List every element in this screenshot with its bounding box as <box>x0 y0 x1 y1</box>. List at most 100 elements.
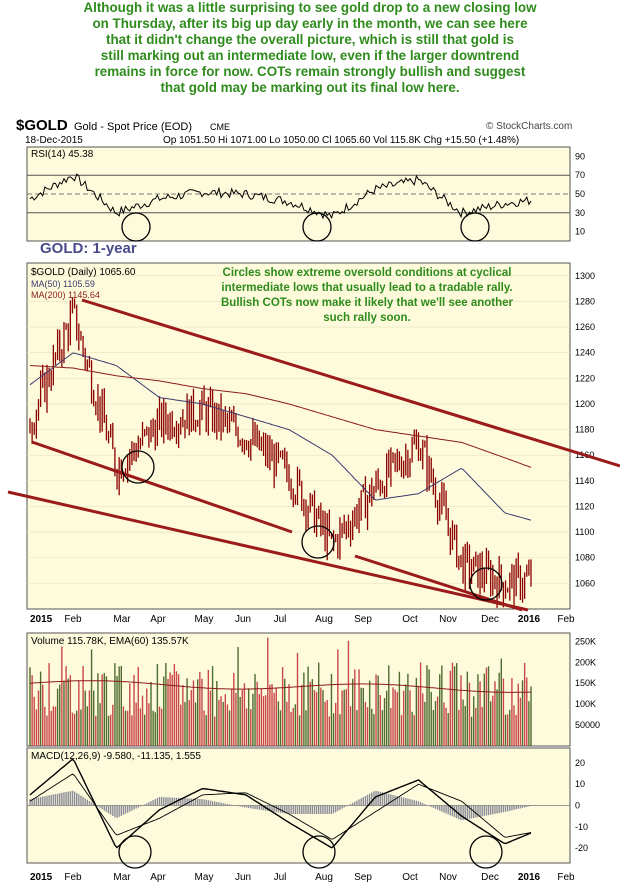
macd-x-tick: Feb <box>557 872 575 883</box>
middle-trendline <box>31 440 293 534</box>
price-x-tick: Aug <box>315 614 333 625</box>
macd-x-tick: Jul <box>274 872 287 883</box>
macd-x-tick: 2015 <box>30 872 53 883</box>
chart-date: 18-Dec-2015 <box>25 135 83 146</box>
price-x-tick: Mar <box>113 614 131 625</box>
macd-tick-label: -10 <box>575 822 588 832</box>
oversold-circles <box>118 212 503 869</box>
macd-tick-label: -20 <box>575 843 588 853</box>
price-panel <box>26 262 571 610</box>
rsi-tick-label: 90 <box>575 151 585 161</box>
price-x-tick: Nov <box>439 614 457 625</box>
note-line: Bullish COTs now make it likely that we'… <box>221 297 514 309</box>
price-x-tick: Jun <box>235 614 251 625</box>
price-x-tick: May <box>195 614 214 625</box>
price-tick-label: 1280 <box>575 296 595 306</box>
rsi-circle-jul <box>302 212 332 242</box>
price-tick-label: 1220 <box>575 373 595 383</box>
macd-x-tick: Nov <box>439 872 457 883</box>
macd-line <box>29 758 532 849</box>
commentary-line: that it didn't change the overall pictur… <box>106 32 514 47</box>
volume-tick-label: 200K <box>575 657 596 667</box>
price-x-tick: Feb <box>557 614 575 625</box>
macd-x-tick: Dec <box>481 872 499 883</box>
signal-line <box>29 773 532 840</box>
upper-trendline <box>81 298 620 468</box>
rsi-tick-label: 50 <box>575 189 585 199</box>
price-x-tick: 2016 <box>518 614 541 625</box>
ohlc-readout: Op 1051.50 Hi 1071.00 Lo 1050.00 Cl 1065… <box>163 135 519 146</box>
price-tick-label: 1180 <box>575 425 594 435</box>
price-circle-dec <box>469 567 503 601</box>
macd-x-tick: May <box>195 872 214 883</box>
ma200-legend: MA(200) 1145.64 <box>31 290 100 300</box>
rsi-legend: RSI(14) 45.38 <box>31 149 94 160</box>
price-tick-label: 1240 <box>575 348 595 358</box>
price-tick-label: 1300 <box>575 271 595 281</box>
chart-exchange: CME <box>210 122 230 132</box>
commentary-line: still marking out an intermediate low, e… <box>100 48 520 63</box>
macd-x-tick: Jun <box>235 872 251 883</box>
price-tick-label: 1200 <box>575 399 595 409</box>
rsi-line <box>29 173 532 220</box>
macd-x-tick: 2016 <box>518 872 541 883</box>
price-circle-mar <box>121 450 155 484</box>
volume-tick-label: 150K <box>575 678 596 688</box>
ma50-legend: MA(50) 1105.59 <box>31 279 95 289</box>
rsi-circle-nov <box>460 212 490 242</box>
rsi-tick-label: 70 <box>575 170 585 180</box>
macd-circle-dec <box>469 835 503 869</box>
price-x-tick: Apr <box>150 614 166 625</box>
commentary-line: that gold may be marking out its final l… <box>160 80 460 95</box>
gold-label: GOLD: 1-year <box>40 240 137 257</box>
price-x-tick: Feb <box>64 614 82 625</box>
volume-legend: Volume 115.78K, EMA(60) 135.57K <box>31 636 189 647</box>
volume-tick-label: 250K <box>575 636 596 646</box>
macd-x-tick: Apr <box>150 872 166 883</box>
note-line: Circles show extreme oversold conditions… <box>223 267 512 279</box>
price-x-tick: Sep <box>354 614 372 625</box>
note-line: intermediate lows that usually lead to a… <box>221 282 512 294</box>
macd-tick-label: 0 <box>575 801 580 811</box>
commentary-line: Although it was a little surprising to s… <box>83 0 537 15</box>
macd-circle-jul <box>302 835 336 869</box>
price-tick-label: 1100 <box>575 527 594 537</box>
chart-name: Gold - Spot Price (EOD) <box>74 121 192 133</box>
macd-x-tick: Oct <box>402 872 418 883</box>
trendlines <box>7 298 620 612</box>
macd-legend: MACD(12,26,9) -9.580, -11.135, 1.555 <box>31 751 201 762</box>
price-tick-label: 1120 <box>575 501 594 511</box>
macd-x-tick: Sep <box>354 872 372 883</box>
commentary-line: remains in force for now. COTs remain st… <box>94 64 526 79</box>
ma50-line <box>29 352 532 521</box>
macd-tick-label: 20 <box>575 758 585 768</box>
price-x-tick: 2015 <box>30 614 53 625</box>
macd-x-tick: Feb <box>64 872 82 883</box>
price-tick-label: 1080 <box>575 553 595 563</box>
ema60-line <box>29 680 532 693</box>
price-circle-jul <box>301 525 335 559</box>
price-tick-label: 1060 <box>575 578 595 588</box>
circles-note: Circles show extreme oversold conditions… <box>221 267 514 324</box>
rsi-tick-label: 30 <box>575 208 585 218</box>
ma200-line <box>29 365 532 468</box>
volume-tick-label: 50000 <box>575 720 600 730</box>
macd-circle-mar <box>118 835 152 869</box>
commentary-text: Although it was a little surprising to s… <box>0 0 620 108</box>
rsi-circle-mar <box>121 212 151 242</box>
macd-x-tick: Aug <box>315 872 333 883</box>
macd-x-tick: Mar <box>113 872 131 883</box>
stockcharts-credit: © StockCharts.com <box>486 121 572 132</box>
price-x-tick: Oct <box>402 614 418 625</box>
price-tick-label: 1260 <box>575 322 595 332</box>
price-tick-label: 1140 <box>575 476 594 486</box>
price-x-tick: Dec <box>481 614 499 625</box>
chart-symbol: $GOLD <box>16 117 68 134</box>
lower-trendline <box>7 490 529 612</box>
price-legend: $GOLD (Daily) 1065.60 <box>31 267 136 278</box>
macd-tick-label: 10 <box>575 779 585 789</box>
recent-trendline <box>354 554 523 612</box>
commentary-line: on Thursday, after its big up day early … <box>92 16 528 31</box>
note-line: such rally soon. <box>323 312 411 324</box>
